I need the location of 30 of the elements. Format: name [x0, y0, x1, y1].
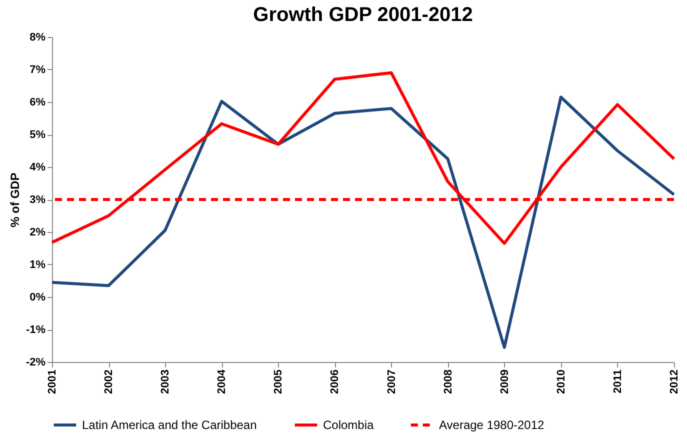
x-tick-label: 2011	[612, 370, 624, 394]
y-tick-label: 1%	[30, 259, 46, 271]
y-tick-label: 0%	[30, 292, 46, 304]
y-tick-label: 3%	[30, 194, 46, 206]
legend-label: Colombia	[323, 418, 374, 432]
y-tick-label: 5%	[30, 129, 46, 141]
x-tick-label: 2004	[216, 368, 228, 394]
legend-label: Average 1980-2012	[439, 418, 545, 432]
x-tick-label: 2007	[386, 370, 398, 394]
y-tick-label: 6%	[30, 96, 46, 108]
y-tick-label: 4%	[30, 162, 46, 174]
x-tick-label: 2003	[160, 370, 172, 394]
x-tick-label: 2010	[555, 370, 568, 394]
y-tick-label: 8%	[30, 32, 46, 44]
x-tick-label: 2008	[442, 370, 454, 394]
x-tick-label: 2002	[103, 370, 116, 394]
x-tick-label: 2012	[668, 370, 680, 394]
x-tick-label: 2005	[272, 370, 285, 394]
y-axis-title: % of GDP	[8, 172, 22, 228]
y-tick-label: -1%	[26, 324, 46, 336]
y-tick-label: -2%	[26, 356, 46, 368]
y-tick-label: 2%	[30, 226, 46, 238]
chart-title: Growth GDP 2001-2012	[253, 4, 473, 26]
line-series	[50, 71, 676, 245]
x-tick-label: 2001	[46, 370, 58, 394]
y-tick-label: 7%	[30, 64, 46, 76]
x-tick-label: 2006	[329, 370, 342, 394]
line-series	[50, 96, 676, 349]
legend-label: Latin America and the Caribbean	[82, 418, 257, 432]
x-tick-label: 2009	[498, 370, 511, 394]
